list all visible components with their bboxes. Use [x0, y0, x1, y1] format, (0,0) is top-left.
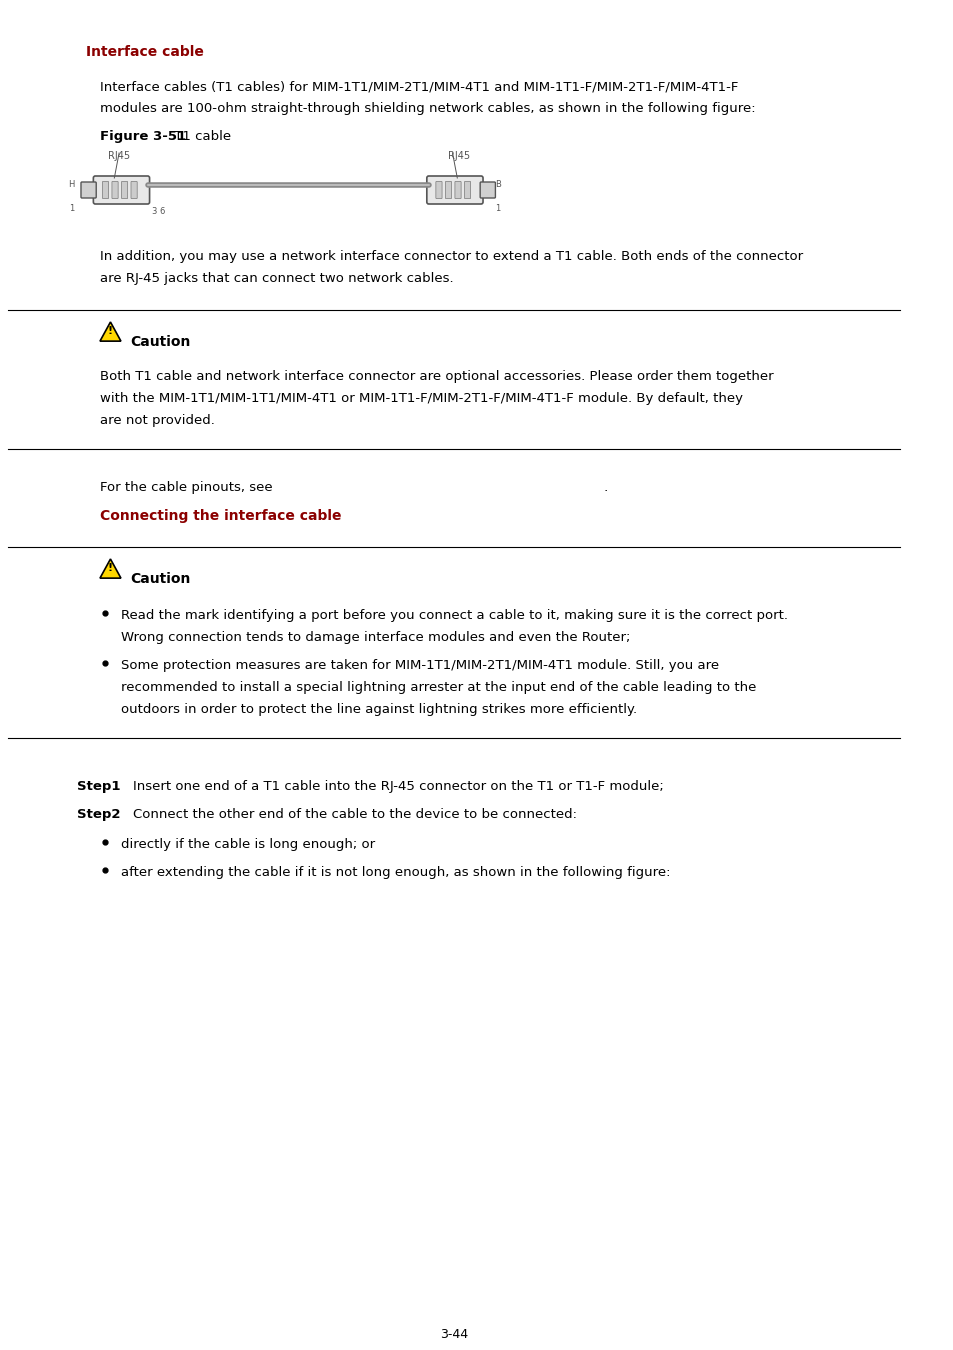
FancyBboxPatch shape	[426, 176, 482, 204]
Text: 3-44: 3-44	[440, 1328, 468, 1341]
Text: 3 6: 3 6	[152, 207, 166, 216]
FancyBboxPatch shape	[445, 181, 451, 198]
FancyBboxPatch shape	[93, 176, 150, 204]
Text: 1: 1	[69, 204, 73, 213]
Text: RJ45: RJ45	[108, 151, 130, 161]
Text: Step1: Step1	[77, 780, 121, 792]
Text: T1 cable: T1 cable	[170, 130, 231, 143]
Text: Interface cables (T1 cables) for MIM-1T1/MIM-2T1/MIM-4T1 and MIM-1T1-F/MIM-2T1-F: Interface cables (T1 cables) for MIM-1T1…	[100, 80, 738, 93]
Text: Figure 3-51: Figure 3-51	[100, 130, 186, 143]
Text: Interface cable: Interface cable	[86, 45, 204, 59]
Text: RJ45: RJ45	[447, 151, 470, 161]
Text: Insert one end of a T1 cable into the RJ-45 connector on the T1 or T1-F module;: Insert one end of a T1 cable into the RJ…	[132, 780, 662, 792]
Text: !: !	[108, 325, 112, 336]
Text: after extending the cable if it is not long enough, as shown in the following fi: after extending the cable if it is not l…	[121, 865, 670, 879]
FancyBboxPatch shape	[81, 182, 96, 198]
Text: Step2: Step2	[77, 809, 121, 821]
FancyBboxPatch shape	[464, 181, 470, 198]
Text: Caution: Caution	[131, 572, 191, 586]
Text: with the MIM-1T1/MIM-1T1/MIM-4T1 or MIM-1T1-F/MIM-2T1-F/MIM-4T1-F module. By def: with the MIM-1T1/MIM-1T1/MIM-4T1 or MIM-…	[100, 392, 742, 405]
Text: H: H	[69, 180, 75, 189]
FancyBboxPatch shape	[131, 181, 137, 198]
Text: For the cable pinouts, see                                                      : For the cable pinouts, see	[100, 481, 608, 494]
Text: Caution: Caution	[131, 335, 191, 350]
Text: recommended to install a special lightning arrester at the input end of the cabl: recommended to install a special lightni…	[121, 680, 756, 694]
FancyBboxPatch shape	[112, 181, 118, 198]
Text: directly if the cable is long enough; or: directly if the cable is long enough; or	[121, 838, 375, 850]
Polygon shape	[100, 559, 121, 578]
FancyBboxPatch shape	[102, 181, 109, 198]
Text: are not provided.: are not provided.	[100, 414, 214, 427]
Text: Wrong connection tends to damage interface modules and even the Router;: Wrong connection tends to damage interfa…	[121, 630, 630, 644]
Text: In addition, you may use a network interface connector to extend a T1 cable. Bot: In addition, you may use a network inter…	[100, 250, 802, 263]
Text: Connect the other end of the cable to the device to be connected:: Connect the other end of the cable to th…	[132, 809, 576, 821]
Text: are RJ-45 jacks that can connect two network cables.: are RJ-45 jacks that can connect two net…	[100, 271, 453, 285]
Text: Some protection measures are taken for MIM-1T1/MIM-2T1/MIM-4T1 module. Still, yo: Some protection measures are taken for M…	[121, 659, 719, 672]
FancyBboxPatch shape	[455, 181, 460, 198]
Text: Both T1 cable and network interface connector are optional accessories. Please o: Both T1 cable and network interface conn…	[100, 370, 773, 383]
FancyBboxPatch shape	[436, 181, 441, 198]
Text: Connecting the interface cable: Connecting the interface cable	[100, 509, 341, 522]
Text: outdoors in order to protect the line against lightning strikes more efficiently: outdoors in order to protect the line ag…	[121, 703, 637, 716]
FancyBboxPatch shape	[479, 182, 495, 198]
Polygon shape	[100, 323, 121, 342]
Text: modules are 100-ohm straight-through shielding network cables, as shown in the f: modules are 100-ohm straight-through shi…	[100, 103, 755, 115]
Text: 1: 1	[495, 204, 500, 213]
FancyBboxPatch shape	[121, 181, 128, 198]
Text: !: !	[108, 563, 112, 572]
Text: B: B	[495, 180, 500, 189]
Text: Read the mark identifying a port before you connect a cable to it, making sure i: Read the mark identifying a port before …	[121, 609, 787, 622]
